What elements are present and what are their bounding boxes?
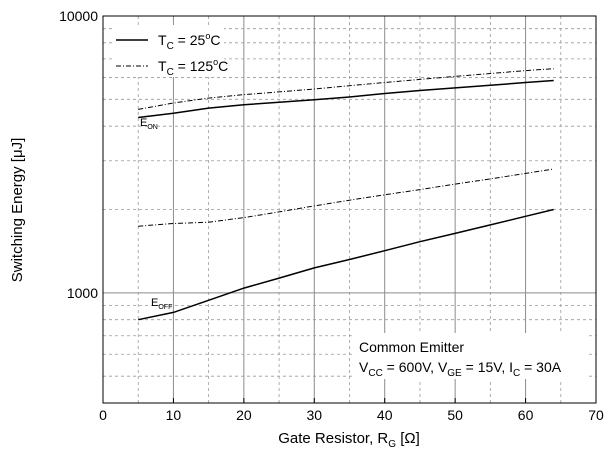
x-tick-label: 20	[236, 407, 252, 423]
condition-text: VCC = 600V, VGE = 15V, IC = 30A	[359, 359, 562, 379]
series-line-eoff-125c	[138, 168, 554, 227]
eon-label: EON	[140, 117, 158, 131]
axis-ticks: 0 10 20 30 40 50 60 70 1000 10000	[59, 8, 604, 423]
x-tick-label: 10	[166, 407, 182, 423]
series-line-eon-25c	[138, 79, 554, 119]
legend-background	[112, 25, 224, 77]
plot-frame	[102, 15, 597, 404]
series-line-eon-125c	[138, 68, 554, 110]
condition-title: Common Emitter	[359, 339, 464, 355]
condition-background	[352, 333, 588, 379]
series-group	[138, 68, 554, 321]
x-tick-label: 50	[447, 407, 463, 423]
x-axis-label: Gate Resistor, RG [Ω]	[278, 430, 420, 450]
x-tick-label: 0	[99, 407, 107, 423]
series-line-eoff-25c	[138, 208, 554, 321]
legend-label-25c: TC = 25oC	[158, 31, 220, 52]
eoff-label: EOFF	[151, 297, 172, 311]
condition-annotation: Common Emitter VCC = 600V, VGE = 15V, IC…	[352, 333, 588, 379]
y-axis-label: Switching Energy [μJ]	[9, 138, 26, 283]
y-tick-label: 1000	[67, 285, 98, 301]
x-tick-label: 60	[518, 407, 534, 423]
y-tick-label: 10000	[59, 8, 98, 24]
legend: TC = 25oC TC = 125oC	[112, 25, 228, 78]
legend-label-125c: TC = 125oC	[158, 57, 228, 78]
x-tick-label: 40	[377, 407, 393, 423]
x-tick-label: 70	[588, 407, 604, 423]
x-tick-label: 30	[306, 407, 322, 423]
